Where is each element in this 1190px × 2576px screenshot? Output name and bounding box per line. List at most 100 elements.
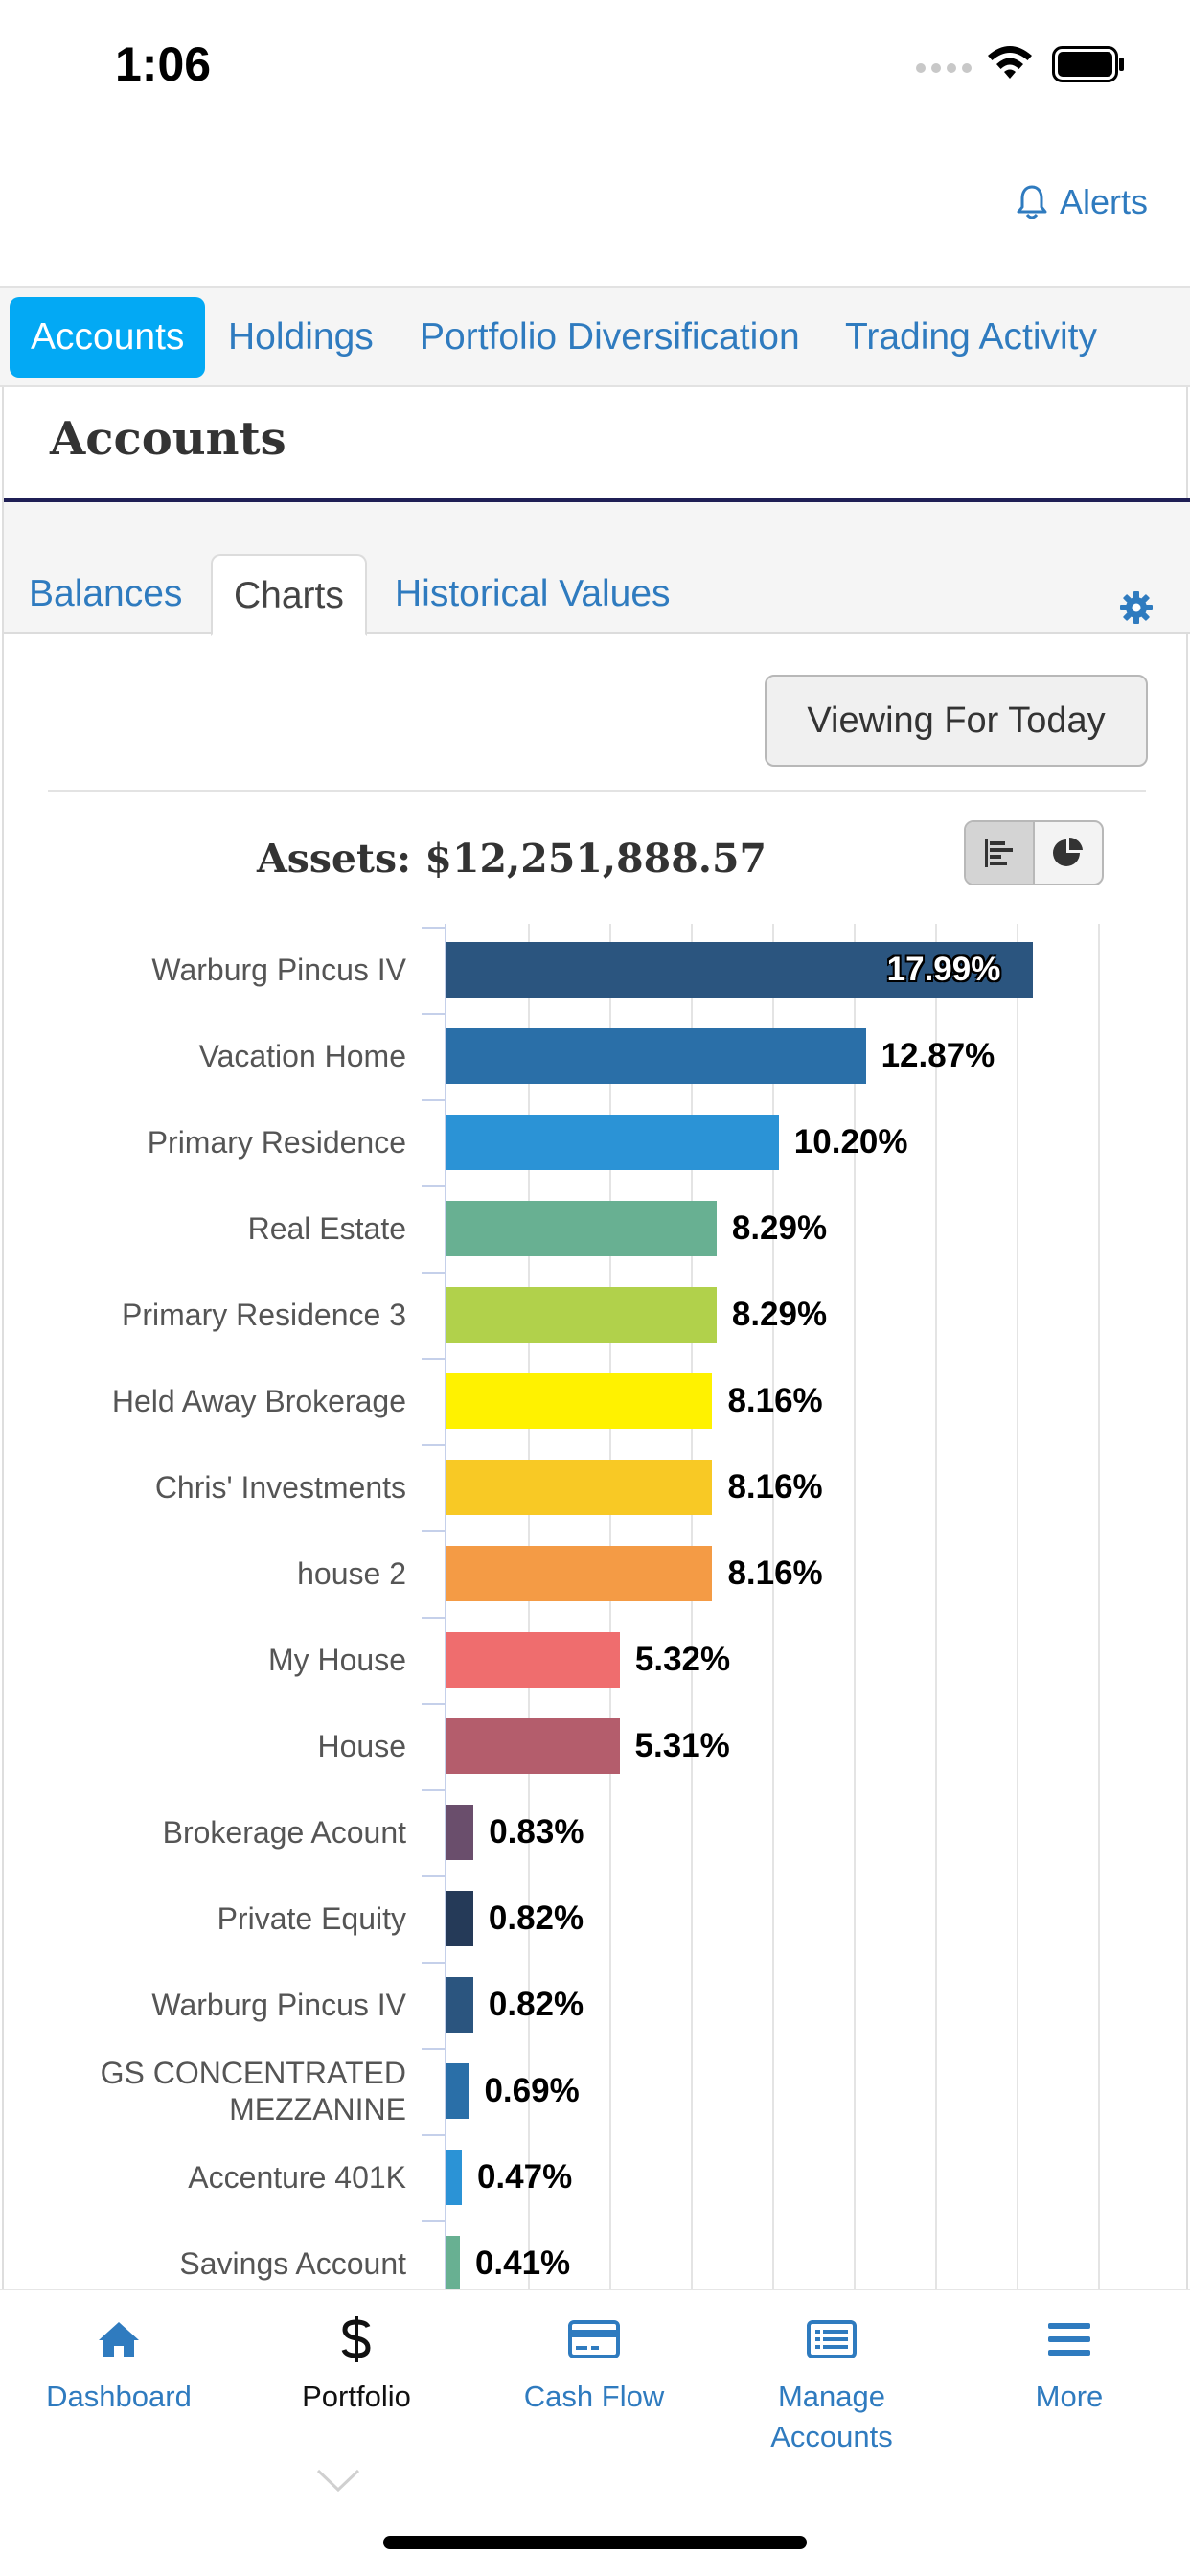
data-label: 5.32% xyxy=(634,1641,731,1678)
bar[interactable] xyxy=(446,1546,713,1601)
chart-axis xyxy=(445,924,446,2304)
grid-line xyxy=(854,924,856,2304)
data-label: 0.47% xyxy=(476,2158,573,2196)
category-label: Accenture 401K xyxy=(188,2160,406,2195)
bar[interactable] xyxy=(446,1115,779,1170)
divider xyxy=(48,790,1146,792)
data-label: 8.29% xyxy=(731,1209,828,1247)
category-label: Private Equity xyxy=(217,1901,406,1936)
chart-type-toggle xyxy=(964,820,1104,886)
page-title: Accounts xyxy=(50,412,286,466)
data-label: 8.16% xyxy=(727,1468,823,1506)
bar[interactable] xyxy=(446,1028,866,1084)
bar[interactable] xyxy=(446,2063,469,2119)
gear-icon[interactable] xyxy=(1119,590,1154,625)
tab-accounts[interactable]: Accounts xyxy=(10,297,206,378)
nav-more[interactable]: More xyxy=(950,2310,1188,2417)
category-label: Savings Account xyxy=(179,2246,406,2281)
bar[interactable] xyxy=(446,942,1033,998)
sub-tabs: Balances Charts Historical Values xyxy=(4,502,1190,636)
home-indicator xyxy=(383,2536,807,2549)
category-label: Chris' Investments xyxy=(154,1470,406,1505)
grid-line xyxy=(691,924,693,2304)
battery-icon xyxy=(1052,46,1124,82)
bar[interactable] xyxy=(446,1977,473,2033)
bar[interactable] xyxy=(446,2236,460,2291)
axis-tick xyxy=(422,1185,446,1187)
chevron-down-icon xyxy=(316,2469,360,2493)
category-label: GS CONCENTRATED MEZZANINE xyxy=(100,2056,406,2127)
bar-chart-toggle[interactable] xyxy=(966,822,1035,884)
alerts-label: Alerts xyxy=(1059,182,1148,221)
pie-chart-toggle[interactable] xyxy=(1035,822,1102,884)
tab-holdings[interactable]: Holdings xyxy=(228,316,374,357)
axis-tick xyxy=(422,2134,446,2136)
axis-tick xyxy=(422,2048,446,2050)
nav-dashboard[interactable]: Dashboard xyxy=(0,2310,238,2417)
bar[interactable] xyxy=(446,1891,473,1946)
assets-bar-chart: Warburg Pincus IV 17.99% Vacation Home 12.8… xyxy=(4,924,1190,2304)
accounts-card: Accounts Balances Charts Historical Valu… xyxy=(2,387,1190,2304)
tab-balances[interactable]: Balances xyxy=(29,573,183,614)
tab-portfolio-diversification[interactable]: Portfolio Diversification xyxy=(420,316,800,357)
grid-line xyxy=(935,924,937,2304)
bar[interactable] xyxy=(446,1718,620,1774)
tab-trading-activity[interactable]: Trading Activity xyxy=(845,316,1097,357)
bar[interactable] xyxy=(446,1373,713,1429)
nav-manage-accounts[interactable]: Manage Accounts xyxy=(713,2310,950,2457)
top-tabs: Accounts Holdings Portfolio Diversificat… xyxy=(0,286,1190,387)
bar[interactable] xyxy=(446,2150,462,2205)
nav-label: Dashboard xyxy=(46,2380,192,2413)
axis-tick xyxy=(422,927,446,929)
category-label: Warburg Pincus IV xyxy=(151,1988,406,2022)
tab-charts[interactable]: Charts xyxy=(211,554,367,636)
nav-label: More xyxy=(1035,2380,1104,2413)
axis-tick xyxy=(422,1530,446,1532)
bar-chart-icon xyxy=(985,839,1013,867)
category-label: Vacation Home xyxy=(198,1039,406,1073)
axis-tick xyxy=(422,1272,446,1274)
nav-portfolio[interactable]: Portfolio xyxy=(238,2310,475,2417)
category-label: House xyxy=(317,1729,407,1763)
axis-tick xyxy=(422,1703,446,1705)
category-label: Real Estate xyxy=(247,1211,406,1246)
nav-label: Manage Accounts xyxy=(770,2380,893,2453)
data-label: 17.99% xyxy=(886,951,1001,988)
grid-line xyxy=(772,924,774,2304)
category-label: Held Away Brokerage xyxy=(111,1384,406,1418)
nav-label: Cash Flow xyxy=(523,2380,665,2413)
grid-line xyxy=(609,924,611,2304)
axis-tick xyxy=(422,1013,446,1015)
bar[interactable] xyxy=(446,1287,717,1343)
data-label: 12.87% xyxy=(881,1037,995,1074)
status-bar: 1:06 xyxy=(0,0,1190,134)
tab-historical-values[interactable]: Historical Values xyxy=(395,573,671,614)
grid-line xyxy=(1017,924,1018,2304)
bar[interactable] xyxy=(446,1805,474,1860)
nav-cash-flow[interactable]: Cash Flow xyxy=(475,2310,713,2417)
axis-tick xyxy=(422,2220,446,2222)
data-label: 0.69% xyxy=(484,2072,580,2109)
data-label: 0.83% xyxy=(489,1813,584,1851)
bar[interactable] xyxy=(446,1460,713,1515)
alerts-link[interactable]: Alerts xyxy=(1016,182,1148,222)
axis-tick xyxy=(422,1962,446,1964)
bar[interactable] xyxy=(446,1201,717,1256)
category-label: Brokerage Acount xyxy=(162,1815,406,1850)
viewing-for-today-button[interactable]: Viewing For Today xyxy=(765,675,1148,767)
bar[interactable] xyxy=(446,1632,620,1688)
axis-tick xyxy=(422,1358,446,1360)
axis-tick xyxy=(422,1789,446,1791)
hamburger-icon xyxy=(1048,2323,1090,2356)
data-label: 5.31% xyxy=(634,1727,730,1764)
category-label: Primary Residence xyxy=(147,1125,406,1160)
category-label: Warburg Pincus IV xyxy=(151,953,406,987)
list-card-icon xyxy=(807,2320,857,2358)
category-label: Primary Residence 3 xyxy=(122,1298,406,1332)
nav-label: Portfolio xyxy=(302,2380,411,2413)
data-label: 8.29% xyxy=(731,1296,828,1333)
axis-tick xyxy=(422,1617,446,1619)
bell-icon xyxy=(1017,185,1047,219)
category-label: house 2 xyxy=(297,1556,406,1591)
bottom-nav: Dashboard Portfolio Cash Flow xyxy=(0,2288,1190,2576)
